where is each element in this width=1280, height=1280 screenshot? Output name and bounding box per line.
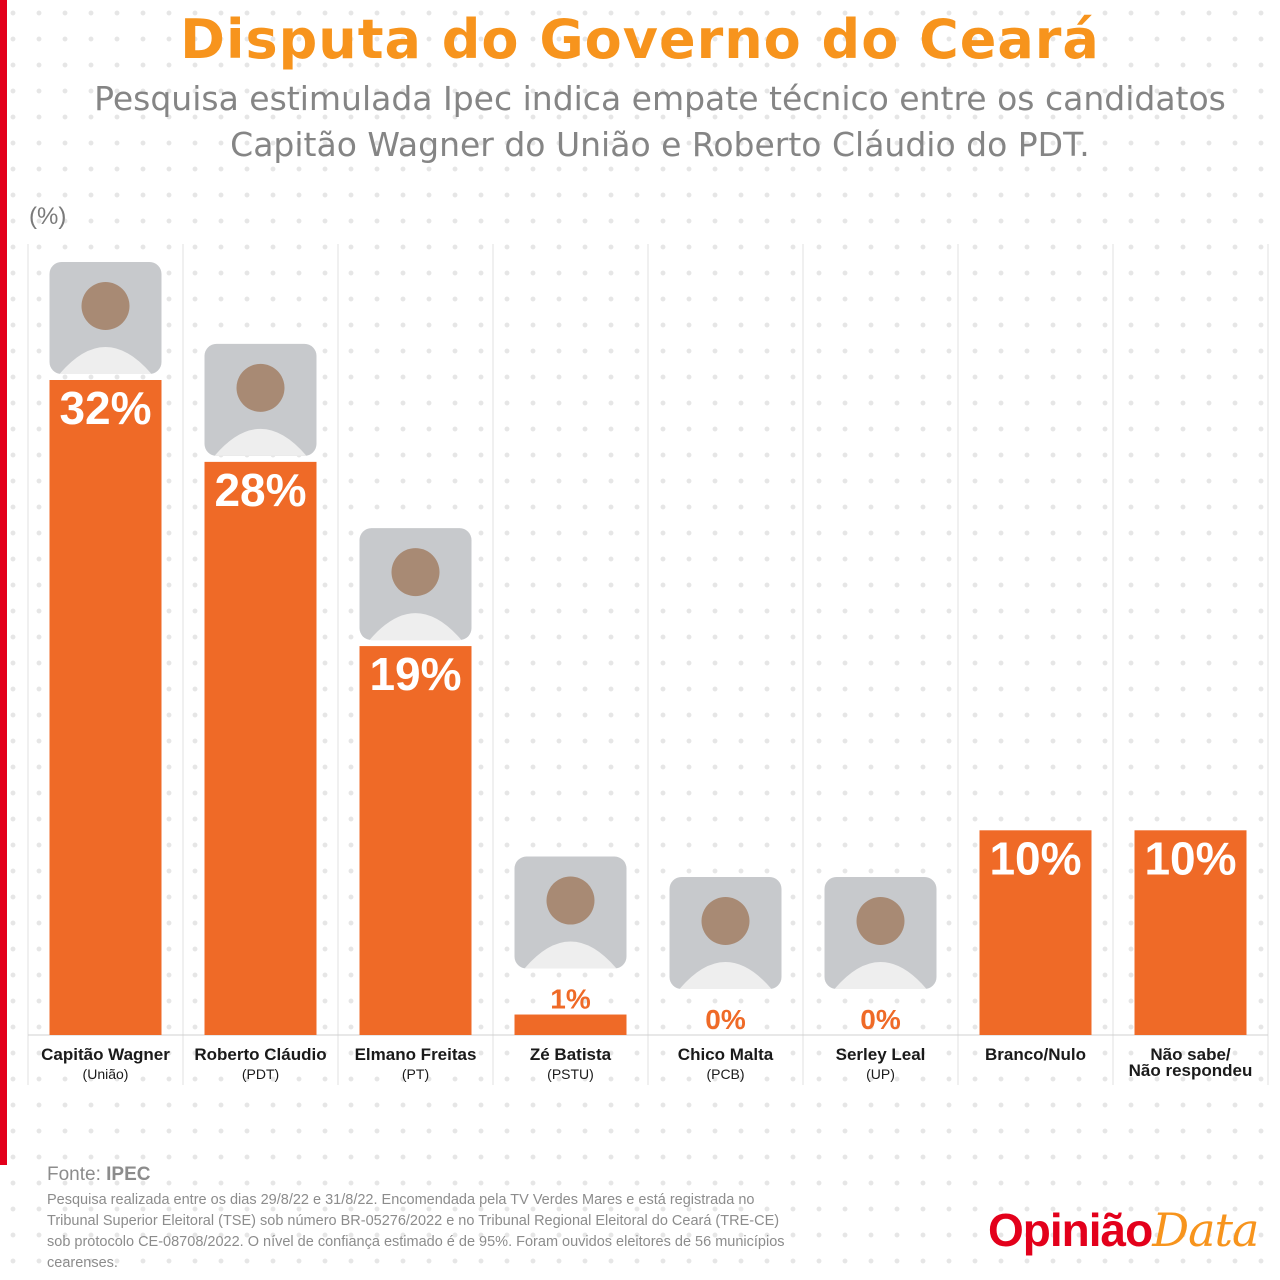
category-label-6: Branco/Nulo	[985, 1045, 1086, 1064]
bar-7	[1134, 830, 1247, 1035]
bar-1	[204, 461, 317, 1035]
bar-2	[359, 646, 472, 1035]
photo-shoulders-4	[679, 962, 772, 989]
subtitle-line-2: Capitão Wagner do União e Roberto Cláudi…	[230, 125, 1090, 164]
photo-shoulders-2	[369, 613, 462, 641]
bar-value-label-1: 28%	[214, 464, 306, 516]
photo-head-4	[701, 897, 750, 945]
photo-head-0	[81, 282, 130, 330]
category-label-7-line1: Não sabe/	[1150, 1045, 1231, 1064]
bar-value-label-6: 10%	[989, 832, 1081, 884]
note-line-3: sob protocolo CE-08708/2022. O nível de …	[47, 1234, 785, 1271]
chart-title: Disputa do Governo do Ceará	[180, 8, 1100, 71]
bar-value-label-5: 0%	[860, 1004, 901, 1035]
bar-value-label-3: 1%	[550, 984, 591, 1015]
logo-part-2: Data	[1152, 1203, 1259, 1257]
party-label-2: (PT)	[402, 1066, 429, 1082]
party-label-4: (PCB)	[706, 1066, 744, 1082]
bar-0	[49, 380, 162, 1035]
footer: Fonte: IPEC Pesquisa realizada entre os …	[47, 1164, 847, 1274]
photo-shoulders-0	[59, 347, 152, 374]
category-label-2: Elmano Freitas	[355, 1045, 477, 1064]
photo-head-3	[546, 876, 595, 925]
logo-part-1: Opinião	[988, 1204, 1153, 1256]
party-label-0: (União)	[83, 1066, 129, 1082]
note-line-2: Tribunal Superior Eleitoral (TSE) sob nú…	[47, 1213, 780, 1229]
bar-3	[514, 1014, 627, 1035]
photo-shoulders-5	[834, 962, 927, 989]
bar-value-label-2: 19%	[369, 648, 461, 700]
bar-chart: 32% Capitão Wagner (União) 28% Roberto Cláud…	[27, 244, 1269, 1085]
photo-shoulders-3	[524, 941, 617, 969]
category-label-5: Serley Leal	[836, 1045, 926, 1064]
party-label-1: (PDT)	[242, 1066, 279, 1082]
unit-label: (%)	[29, 203, 67, 230]
opiniao-data-logo: OpiniãoData	[988, 1203, 1259, 1257]
subtitle-line-1: Pesquisa estimulada Ipec indica empate t…	[94, 79, 1226, 118]
photo-shoulders-1	[214, 428, 307, 456]
bar-value-label-4: 0%	[705, 1004, 746, 1035]
photo-head-1	[236, 363, 285, 412]
bar-6	[979, 830, 1092, 1035]
party-label-5: (UP)	[866, 1066, 895, 1082]
chart-subtitle: Pesquisa estimulada Ipec indica empate t…	[40, 76, 1280, 168]
bar-value-label-0: 32%	[59, 382, 151, 434]
bar-value-label-7: 10%	[1144, 832, 1236, 884]
category-label-3: Zé Batista	[530, 1045, 612, 1064]
left-accent-stripe	[0, 0, 7, 1165]
methodology-note: Pesquisa realizada entre os dias 29/8/22…	[47, 1190, 847, 1274]
note-line-1: Pesquisa realizada entre os dias 29/8/22…	[47, 1192, 755, 1208]
category-label-7-line2: Não respondeu	[1129, 1061, 1253, 1080]
category-label-0: Capitão Wagner	[41, 1045, 170, 1064]
source-line: Fonte: IPEC	[47, 1164, 847, 1186]
source-label: Fonte:	[47, 1164, 101, 1185]
category-label-1: Roberto Cláudio	[194, 1045, 326, 1064]
source-value: IPEC	[106, 1164, 151, 1185]
photo-head-2	[391, 548, 440, 597]
category-label-4: Chico Malta	[678, 1045, 774, 1064]
party-label-3: (PSTU)	[547, 1066, 594, 1082]
photo-head-5	[856, 897, 905, 945]
